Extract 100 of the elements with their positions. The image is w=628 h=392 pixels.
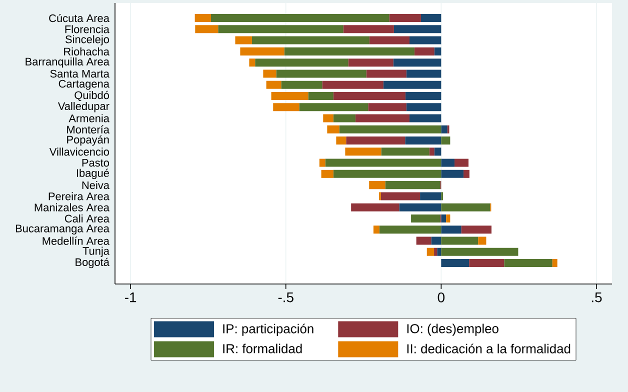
bar [218,25,344,34]
bar [194,14,211,22]
legend-label: IO: (des)empleo [407,324,498,336]
bar [249,58,256,67]
legend-label: IP: participación [223,324,314,336]
bar [299,103,368,112]
bar [355,114,410,122]
bar [368,103,406,112]
bar [461,226,492,234]
y-tick-label: Riohacha [64,47,110,56]
bar [308,92,334,100]
bar [346,136,406,145]
y-tick-label: Cúcuta Area [49,14,110,22]
legend-label: II: dedicación a la formalidad [407,344,570,354]
bar [434,47,442,56]
bar [441,203,490,212]
y-tick-label: Bucaramanga Area [16,224,110,234]
bar [405,136,442,145]
bar [336,136,346,145]
y-tick-label: Medellín Area [42,236,110,245]
bar [255,58,348,67]
bar [420,192,442,200]
bar [321,170,334,178]
y-tick-label: Montería [67,125,110,134]
bar [284,47,414,56]
bar [323,114,334,122]
bar [385,181,440,190]
bar [195,25,218,34]
bar [345,148,382,156]
x-tick-label: -1 [124,292,136,302]
bar [379,226,442,234]
bar [325,158,442,167]
bar [339,125,442,134]
bar [343,25,394,34]
bar [380,192,420,200]
bar [369,36,410,44]
bar [366,70,406,78]
x-tick-label: -.5 [278,292,294,302]
bar [319,158,326,167]
y-tick-label: Ibagué [76,168,109,180]
bar [441,170,464,178]
bar [322,80,384,89]
bar [389,14,421,22]
bar [373,226,380,234]
bar [552,259,558,268]
bar [327,125,340,134]
bar [383,80,442,89]
bar [348,58,394,67]
y-tick-label: Florencia [65,25,110,34]
bar [446,214,450,222]
bar [333,114,356,122]
bar [441,214,446,222]
y-tick-label: Popayán [67,135,109,146]
y-tick-label: Pasto [82,158,110,167]
bar [333,170,442,178]
bar [240,47,284,56]
y-tick-label: Cali Area [64,214,110,222]
y-tick-label: Tunja [82,246,110,257]
y-tick-label: Sincelejo [66,35,110,46]
y-tick-label: Bogotá [76,258,110,268]
bar [504,259,552,268]
bar [351,203,400,212]
y-tick-label: Cartagena [58,80,110,90]
bar [405,92,442,100]
bar [263,70,276,78]
bar [478,236,486,245]
bar [441,136,450,145]
bar [464,170,470,178]
bar [252,36,370,44]
bar [414,47,434,56]
bar [369,181,386,190]
bar [441,158,455,167]
bar [273,103,300,112]
bar [437,248,442,256]
y-tick-label: Santa Marta [50,70,110,78]
bar [409,36,442,44]
bar [434,248,438,256]
bar [210,14,390,22]
y-tick-label: Pereira Area [48,192,110,200]
bar [416,236,432,245]
y-tick-label: Barranquilla Area [26,57,110,68]
bar [409,114,442,122]
bar [276,70,366,78]
bar [441,125,448,134]
y-tick-label: Manizales Area [34,203,110,212]
bar [441,248,518,256]
bar [429,148,434,156]
bar [281,80,322,89]
bar [381,148,430,156]
y-tick-label: Quibdó [74,90,110,102]
y-tick-label: Villavicencio [49,148,110,156]
y-tick-label: Neiva [82,181,110,190]
bar [406,103,442,112]
bar [426,248,434,256]
bar [454,158,468,167]
bar [441,259,470,268]
bar [271,92,308,100]
x-tick-label: 0 [438,292,445,302]
bar [393,58,442,67]
bar [441,236,478,245]
